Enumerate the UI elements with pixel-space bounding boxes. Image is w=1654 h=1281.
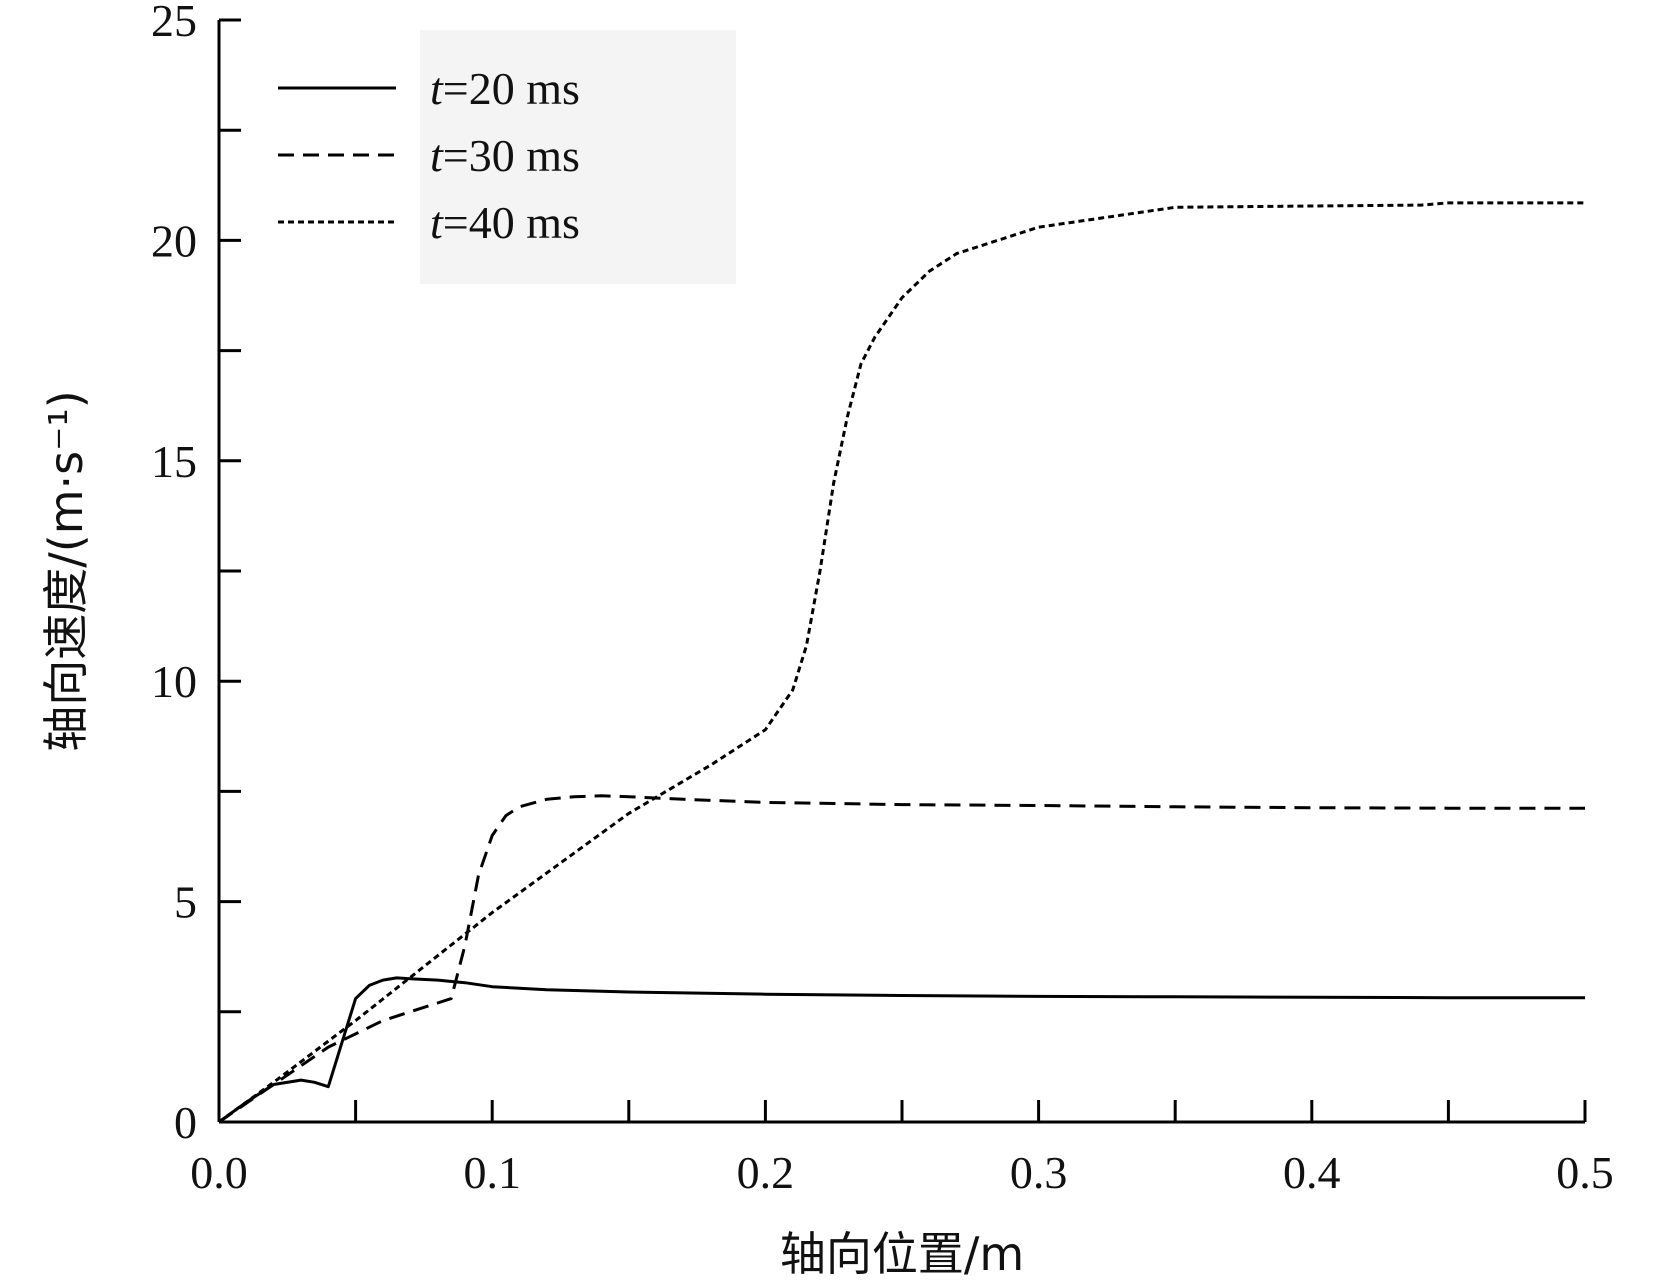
legend-label-italic: t — [430, 63, 444, 114]
series-line-3 — [218, 201, 1585, 1124]
y-tick-label: 10 — [151, 656, 197, 707]
legend-label-rest: =20 ms — [443, 63, 580, 114]
legend-label-rest: =40 ms — [443, 197, 580, 248]
plot-area — [218, 201, 1585, 1124]
legend-label-3: t=40 ms — [430, 197, 580, 248]
x-tick-label: 0.3 — [1010, 1147, 1068, 1198]
legend-label-2: t=30 ms — [430, 130, 580, 181]
series-line-1 — [218, 976, 1585, 1124]
axes: 0.0 0.1 0.2 0.3 0.4 0.5 0 5 10 15 20 25 — [151, 0, 1614, 1198]
y-axis-title: 轴向速度/(m·s⁻¹) — [39, 390, 93, 752]
legend-label-1: t=20 ms — [430, 63, 580, 114]
legend-label-rest: =30 ms — [443, 130, 580, 181]
x-tick-label: 0.2 — [737, 1147, 795, 1198]
legend-label-italic: t — [430, 197, 444, 248]
x-tick-label: 0.1 — [463, 1147, 521, 1198]
y-tick-label: 15 — [151, 436, 197, 487]
x-tick-label: 0.4 — [1283, 1147, 1341, 1198]
y-tick-label: 25 — [151, 0, 197, 46]
x-axis-title: 轴向位置/m — [780, 1227, 1024, 1281]
y-tick-label: 20 — [151, 215, 197, 266]
x-tick-label: 0.5 — [1556, 1147, 1614, 1198]
series-line-2 — [218, 794, 1585, 1124]
x-tick-label: 0.0 — [190, 1147, 248, 1198]
legend: t=20 mst=30 mst=40 ms — [278, 30, 736, 284]
legend-box — [420, 30, 736, 284]
y-tick-label: 5 — [174, 877, 197, 928]
legend-label-italic: t — [430, 130, 444, 181]
y-tick-label: 0 — [174, 1097, 197, 1148]
